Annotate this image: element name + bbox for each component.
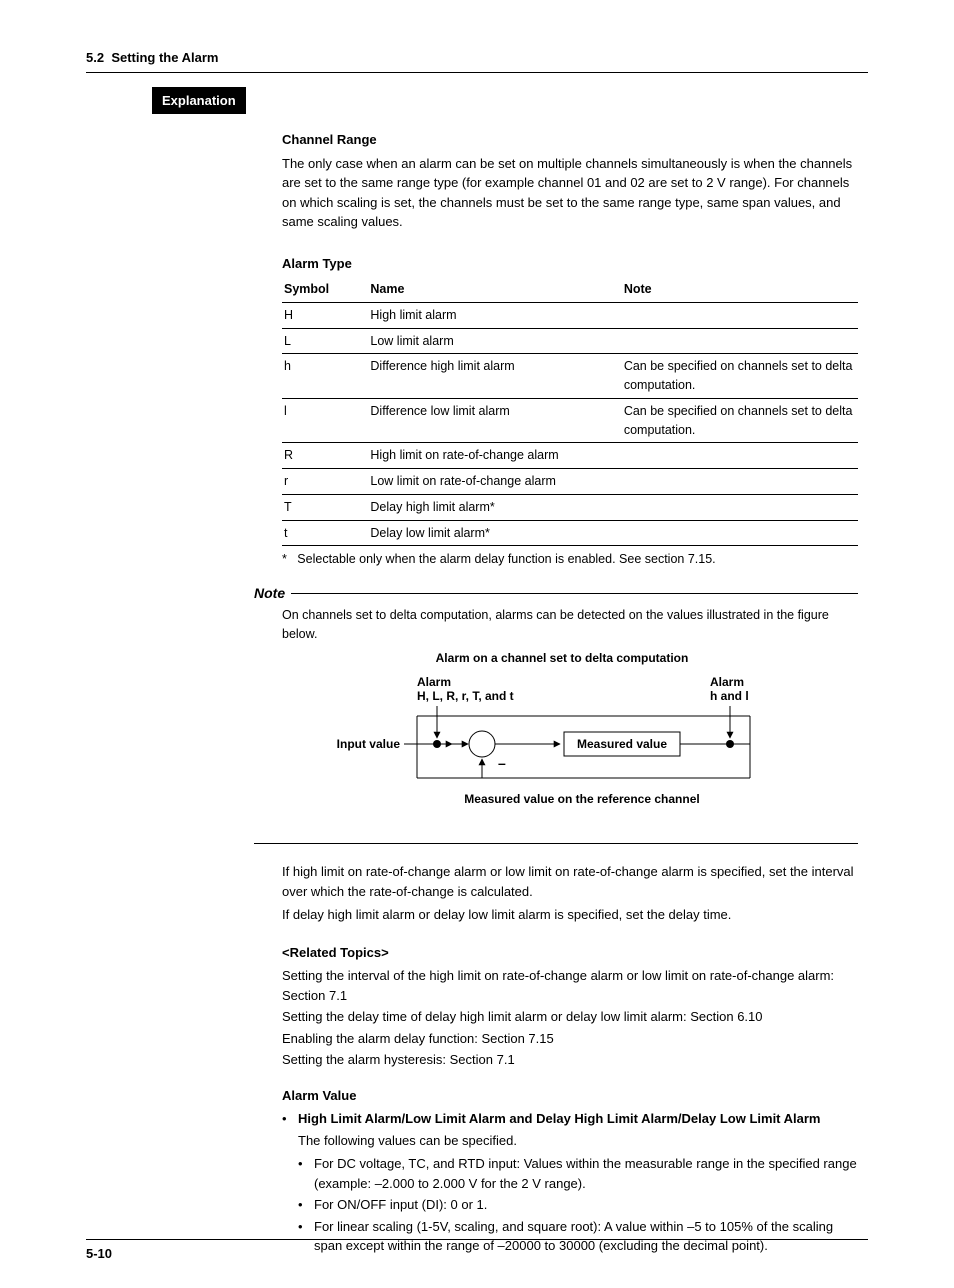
col-note: Note bbox=[622, 277, 858, 302]
right-label-1: Alarm bbox=[710, 675, 744, 689]
left-label-1: Alarm bbox=[417, 675, 451, 689]
channel-range-body: The only case when an alarm can be set o… bbox=[282, 154, 858, 232]
table-row: T Delay high limit alarm* bbox=[282, 494, 858, 520]
bullet-1-body: The following values can be specified. bbox=[298, 1131, 858, 1151]
table-row: l Difference low limit alarm Can be spec… bbox=[282, 398, 858, 443]
bullet-dot-icon: • bbox=[298, 1195, 314, 1215]
alarm-type-title: Alarm Type bbox=[282, 254, 858, 274]
measured-value-label: Measured value bbox=[577, 737, 667, 751]
table-row: L Low limit alarm bbox=[282, 328, 858, 354]
after-note-p2: If delay high limit alarm or delay low l… bbox=[282, 905, 858, 925]
table-row: R High limit on rate-of-change alarm bbox=[282, 443, 858, 469]
page-header: 5.2 Setting the Alarm bbox=[86, 48, 868, 68]
related-1: Setting the interval of the high limit o… bbox=[282, 966, 858, 1005]
header-rule bbox=[86, 72, 868, 73]
related-4: Setting the alarm hysteresis: Section 7.… bbox=[282, 1050, 858, 1070]
bottom-label: Measured value on the reference channel bbox=[464, 792, 699, 806]
col-symbol: Symbol bbox=[282, 277, 368, 302]
note-body: On channels set to delta computation, al… bbox=[282, 606, 858, 644]
table-row: t Delay low limit alarm* bbox=[282, 520, 858, 546]
left-label-2: H, L, R, r, T, and t bbox=[417, 689, 514, 703]
col-name: Name bbox=[368, 277, 621, 302]
alarm-type-table: Symbol Name Note H High limit alarm L Lo… bbox=[282, 277, 858, 546]
note-bottom-rule bbox=[254, 843, 858, 844]
table-row: r Low limit on rate-of-change alarm bbox=[282, 469, 858, 495]
section-title: Setting the Alarm bbox=[111, 48, 218, 68]
related-title: <Related Topics> bbox=[282, 943, 858, 963]
bullet-1: • High Limit Alarm/Low Limit Alarm and D… bbox=[282, 1109, 858, 1129]
related-2: Setting the delay time of delay high lim… bbox=[282, 1007, 858, 1027]
table-row: h Difference high limit alarm Can be spe… bbox=[282, 354, 858, 399]
after-note-p1: If high limit on rate-of-change alarm or… bbox=[282, 862, 858, 901]
note-label: Note bbox=[254, 583, 291, 604]
explanation-badge: Explanation bbox=[152, 87, 246, 115]
page-number: 5-10 bbox=[86, 1246, 112, 1261]
minus-sign: – bbox=[498, 755, 506, 771]
bullet-1-title: High Limit Alarm/Low Limit Alarm and Del… bbox=[298, 1109, 820, 1129]
related-3: Enabling the alarm delay function: Secti… bbox=[282, 1029, 858, 1049]
alarm-value-title: Alarm Value bbox=[282, 1086, 858, 1106]
sub-bullet-2: • For ON/OFF input (DI): 0 or 1. bbox=[298, 1195, 858, 1215]
sub-bullet-1: • For DC voltage, TC, and RTD input: Val… bbox=[298, 1154, 858, 1193]
alarm-type-footnote: * Selectable only when the alarm delay f… bbox=[282, 550, 858, 569]
bullet-dot-icon: • bbox=[282, 1109, 298, 1129]
note-top-rule bbox=[291, 593, 858, 594]
page-footer: 5-10 bbox=[86, 1239, 868, 1264]
section-number: 5.2 bbox=[86, 48, 104, 68]
table-row: H High limit alarm bbox=[282, 302, 858, 328]
input-value-label: Input value bbox=[337, 737, 401, 751]
delta-diagram: Alarm on a channel set to delta computat… bbox=[282, 648, 858, 834]
footer-rule bbox=[86, 1239, 868, 1240]
right-label-2: h and l bbox=[710, 689, 749, 703]
bullet-dot-icon: • bbox=[298, 1154, 314, 1193]
channel-range-title: Channel Range bbox=[282, 130, 858, 150]
diagram-title: Alarm on a channel set to delta computat… bbox=[436, 651, 689, 665]
